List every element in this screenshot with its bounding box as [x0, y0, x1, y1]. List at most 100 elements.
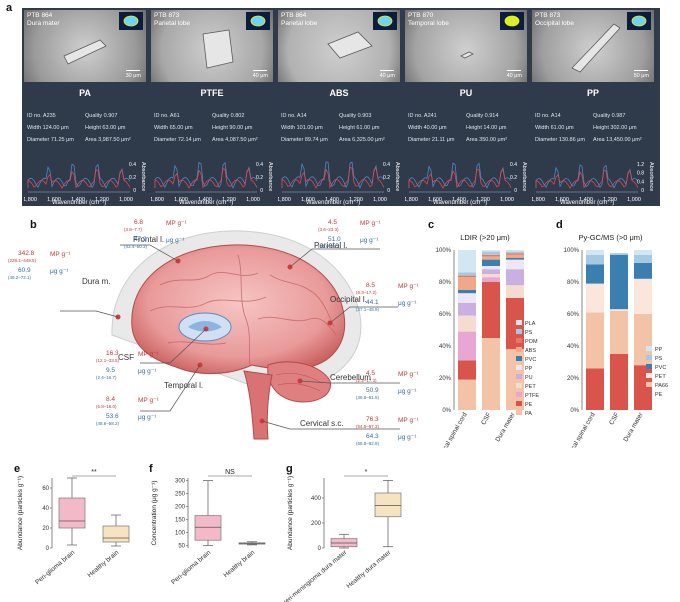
measured-spectrum-line [154, 168, 258, 189]
particle-height: Height 61.00 μm [339, 125, 380, 131]
y-tick-label: 200 [175, 505, 186, 511]
spectrum-tick-label: 1,800 [24, 197, 37, 203]
category-label: CSF [480, 411, 493, 426]
legend-swatch [516, 338, 522, 343]
panel-e-boxplot: Abundance (particles g⁻¹) 0 20 40 60 Peri-gli… [17, 469, 130, 586]
polymer-name: PU [459, 88, 473, 98]
particle-diameter: Diameter 21.11 μm [408, 137, 455, 143]
region-ug-range: (49.2–72.1) [8, 275, 32, 280]
spectrum-ytick-label: 0.8 [637, 171, 644, 177]
spectrum-ytick-label: 0 [260, 188, 263, 194]
region-name: CSF [118, 353, 134, 362]
bar-segment [506, 285, 524, 298]
spectrum-tick-label: 1,000 [500, 197, 514, 203]
region-ug-unit: μg g⁻¹ [398, 434, 417, 441]
bar-segment [482, 256, 500, 260]
scale-bar [634, 69, 648, 71]
spectrum-tick-label: 1,600 [47, 197, 61, 203]
y-tick-label: 50 [178, 543, 185, 549]
particle-diameter: Diameter 71.25 μm [27, 137, 74, 143]
legend-swatch [516, 329, 522, 334]
region-mp-value: 6.8 [134, 219, 144, 226]
particle-inset [627, 12, 651, 30]
reference-spectrum-line [408, 162, 512, 189]
particle-diameter: Diameter 72.14 μm [154, 137, 201, 143]
y-tick-label: 40% [439, 344, 452, 350]
particle-area: Area 13,450.00 μm² [593, 137, 642, 143]
legend-label: PVC [655, 365, 666, 371]
tissue-name: Temporal lobe [408, 20, 449, 27]
box-iqr [194, 515, 222, 541]
y-tick-label: 20% [567, 376, 580, 382]
spectrum-axis-title: Wavenumber (cm⁻¹) [179, 200, 234, 206]
bar-segment [482, 259, 500, 266]
polymer-name: ABS [329, 88, 349, 98]
spectrum-ytick-label: 0.4 [637, 179, 644, 185]
legend-label: PS [525, 330, 533, 336]
region-mp-unit: MP g⁻¹ [50, 251, 71, 258]
bar-segment [586, 368, 604, 410]
sem-image: PTB 870 Temporal lobe 40 μm [405, 10, 527, 82]
measured-spectrum-line [408, 168, 512, 189]
legend-label: PE [655, 392, 663, 398]
particle-inset [373, 12, 397, 30]
particle-area: Area 4,087.50 μm² [212, 137, 258, 143]
region-ug-unit: μg g⁻¹ [50, 268, 69, 275]
panel-f-boxplot: Concentration (μg g⁻¹) 50 100 150 200 250 300 P… [151, 469, 266, 586]
spectrum-plot: 1,800 1,600 1,400 1,200 1,000 0.4 0.2 0 [404, 162, 517, 203]
y-tick-label: 100% [436, 248, 452, 254]
particle-width: Width 124.00 μm [27, 125, 69, 131]
spectrum-tick-label: 1,200 [349, 197, 363, 203]
legend-swatch [516, 410, 522, 415]
bar-segment [458, 250, 476, 273]
y-tick-label: 150 [175, 517, 186, 523]
spectrum-tick-label: 1,000 [373, 197, 387, 203]
spectrum-ylabel: Absorbance [394, 162, 400, 192]
scale-label: 30 μm [125, 73, 141, 79]
legend-label: PS [655, 356, 663, 362]
legend-label: PA66 [655, 383, 668, 389]
category-label: Healthy dura mater [345, 549, 392, 590]
legend-label: PU [525, 375, 533, 381]
box-iqr [102, 525, 130, 543]
particle-id: ID no. A14 [281, 113, 307, 119]
bar-segment [506, 253, 524, 255]
spectrum-tick-label: 1,600 [428, 197, 442, 203]
ir-spectrum: 1,800 1,600 1,400 1,200 1,000 0.4 0.2 0 [23, 158, 146, 204]
region-mp-unit: MP g⁻¹ [398, 283, 419, 290]
inset-blob [631, 15, 647, 27]
bar-segment [506, 259, 524, 270]
spectrum-tick-label: 1,000 [246, 197, 260, 203]
spectrum-tick-label: 1,800 [532, 197, 545, 203]
panel-letter-g: g [286, 463, 293, 475]
spectrum-tick-label: 1,400 [579, 197, 593, 203]
particle-height: Height 14.00 μm [466, 125, 507, 131]
region-ug-unit: μg g⁻¹ [398, 388, 417, 395]
scale-bar [507, 69, 521, 71]
spectrum-ytick-label: 0.2 [383, 175, 390, 181]
particle-area: Area 350.00 μm² [466, 137, 508, 143]
region-name: Temporal l. [164, 381, 204, 390]
region-name: Frontal l. [133, 235, 165, 244]
scale-label: 50 μm [633, 73, 649, 79]
legend-label: PVC [525, 357, 536, 363]
panel-letter-a: a [6, 2, 13, 14]
region-mp-value: 4.5 [366, 370, 376, 377]
sem-image: PTB 873 Parietal lobe 40 μm [151, 10, 273, 82]
particle-height: Height 302.00 μm [593, 125, 637, 131]
scale-label: 40 μm [506, 73, 522, 79]
category-label: Dura mater [494, 411, 517, 443]
y-tick-label: 100 [175, 530, 186, 536]
inset-blob [250, 15, 266, 27]
spectrum-tick-label: 1,200 [603, 197, 617, 203]
legend-label: PP [655, 347, 663, 353]
tissue-name: Parietal lobe [154, 20, 191, 27]
tissue-name: Parietal lobe [281, 20, 318, 27]
sample-id: PTB 873 [154, 12, 180, 19]
legend-swatch [646, 373, 652, 378]
ir-spectrum: 1,800 1,600 1,400 1,200 1,000 0.4 0.2 0 [404, 158, 527, 204]
particle-shape [202, 29, 234, 69]
spectrum-tick-label: 1,000 [627, 197, 641, 203]
particle-outline [460, 51, 474, 59]
reference-spectrum-line [281, 161, 385, 189]
